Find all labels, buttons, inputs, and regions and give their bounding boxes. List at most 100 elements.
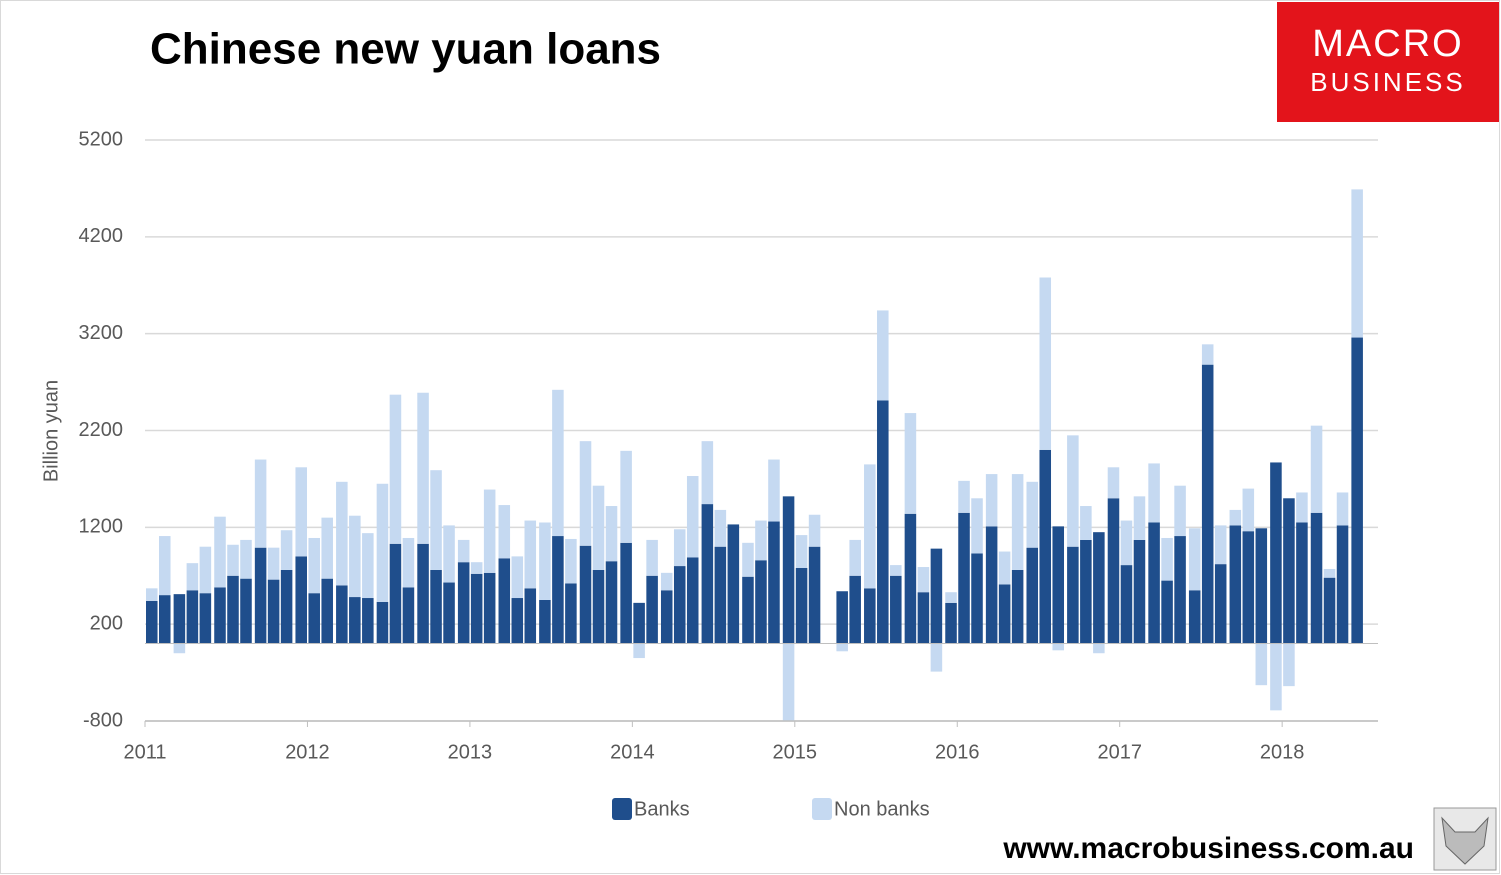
bar xyxy=(565,538,577,584)
bar xyxy=(552,389,564,537)
bar xyxy=(552,536,564,644)
bar xyxy=(890,565,902,576)
bar xyxy=(673,566,686,644)
bar xyxy=(836,591,848,644)
bar xyxy=(214,587,226,644)
bar xyxy=(849,575,861,644)
bar xyxy=(349,597,361,644)
bar xyxy=(362,598,374,644)
bar xyxy=(971,498,983,554)
logo-text: MACRO xyxy=(1312,23,1463,65)
bar xyxy=(295,556,307,644)
bar xyxy=(524,588,537,644)
bar xyxy=(836,643,848,652)
bar xyxy=(1093,643,1105,654)
bar xyxy=(686,476,699,558)
logo-box xyxy=(1277,2,1499,122)
bar xyxy=(498,505,511,559)
bar xyxy=(808,514,821,547)
bar xyxy=(199,546,212,594)
bar xyxy=(782,643,795,721)
bar xyxy=(1351,189,1363,338)
bar xyxy=(483,489,496,573)
bar xyxy=(768,459,780,522)
bar xyxy=(1214,564,1227,644)
bar xyxy=(349,515,361,598)
x-tick-label: 2018 xyxy=(1260,741,1305,763)
bar xyxy=(1255,643,1268,686)
bar xyxy=(646,539,658,576)
y-tick-label: 1200 xyxy=(79,516,124,538)
bar xyxy=(620,450,632,543)
bar xyxy=(146,600,158,644)
bar xyxy=(1093,532,1105,644)
bar xyxy=(417,392,429,544)
bar xyxy=(714,546,727,644)
bar xyxy=(457,562,470,644)
bar xyxy=(864,588,876,644)
bar xyxy=(199,593,212,644)
bar xyxy=(1174,536,1186,644)
bar xyxy=(1323,568,1336,578)
bar xyxy=(1120,565,1133,644)
bar xyxy=(173,594,186,644)
bar xyxy=(402,587,415,644)
bar xyxy=(470,573,483,644)
bar xyxy=(686,557,699,644)
bar xyxy=(742,542,754,577)
bar xyxy=(1242,531,1255,644)
bar xyxy=(1296,492,1308,523)
bar xyxy=(539,599,551,644)
bar xyxy=(1229,525,1242,644)
bar xyxy=(930,643,943,672)
bar xyxy=(945,592,957,603)
bar xyxy=(1052,526,1065,644)
bar xyxy=(755,560,767,644)
y-tick-label: 4200 xyxy=(79,225,124,247)
bar xyxy=(877,310,889,401)
bar xyxy=(186,590,199,644)
bar xyxy=(267,547,280,580)
bar xyxy=(376,483,389,602)
bar xyxy=(146,588,158,601)
bar xyxy=(1133,539,1146,644)
bar xyxy=(430,470,442,570)
bar xyxy=(1174,485,1186,537)
bar xyxy=(673,529,686,567)
bar xyxy=(1026,481,1039,548)
bar xyxy=(1052,643,1065,651)
bar xyxy=(1133,496,1146,540)
x-tick-label: 2014 xyxy=(610,741,655,763)
bar xyxy=(1120,520,1133,566)
bar xyxy=(592,569,605,644)
bar xyxy=(280,530,293,570)
y-tick-label: 3200 xyxy=(79,322,124,344)
website: www.macrobusiness.com.au xyxy=(1002,832,1414,865)
bar xyxy=(755,520,767,561)
bar xyxy=(376,601,389,644)
bar xyxy=(457,539,470,563)
bar xyxy=(1336,492,1349,526)
bar xyxy=(470,562,483,574)
bar xyxy=(971,553,983,644)
bar xyxy=(1080,506,1092,540)
bar xyxy=(173,643,186,654)
bar xyxy=(227,544,239,576)
bar xyxy=(714,509,727,547)
bar xyxy=(227,575,239,644)
bar xyxy=(1270,462,1282,644)
bar xyxy=(308,593,320,644)
bar xyxy=(1011,569,1024,644)
x-tick-label: 2011 xyxy=(123,741,166,763)
bar xyxy=(1011,474,1024,570)
bar xyxy=(998,551,1011,585)
bar xyxy=(633,643,645,659)
legend-label: Non banks xyxy=(834,798,930,820)
y-tick-label: 2200 xyxy=(79,419,124,441)
bar xyxy=(1283,643,1295,687)
bar xyxy=(1336,525,1349,644)
bar xyxy=(795,535,808,569)
legend-swatch xyxy=(612,798,632,820)
